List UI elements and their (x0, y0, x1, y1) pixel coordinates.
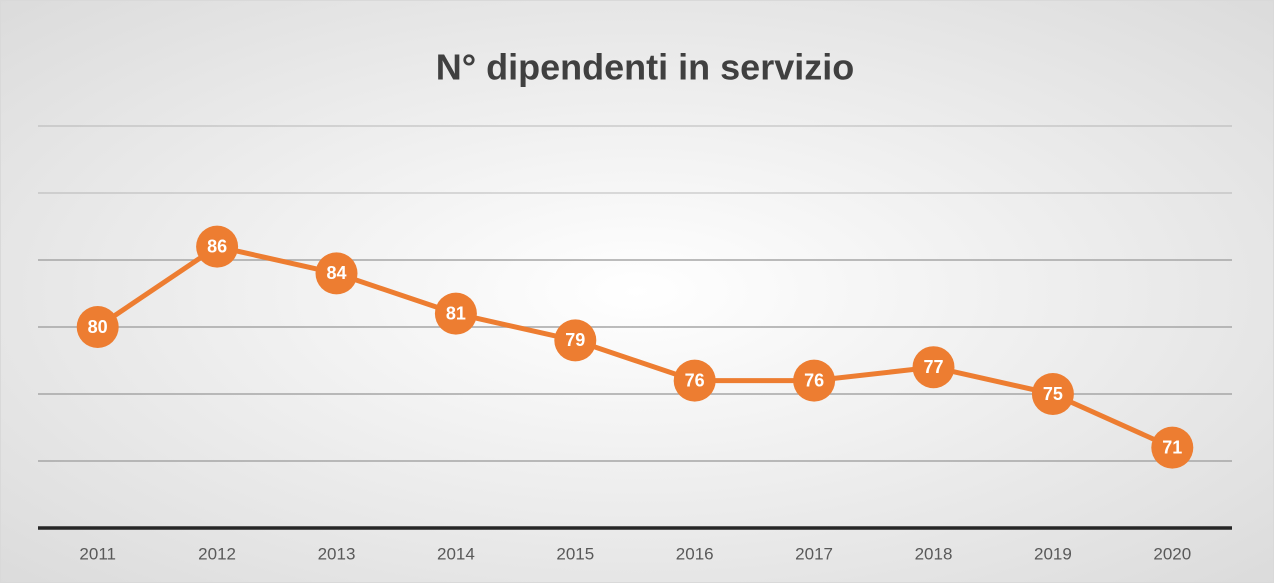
data-label: 80 (88, 317, 108, 337)
data-label: 84 (326, 263, 346, 283)
x-tick-label: 2015 (556, 544, 594, 563)
marker (1031, 373, 1074, 415)
x-tick-label: 2018 (915, 544, 953, 563)
marker (315, 252, 358, 295)
marker (196, 225, 239, 268)
marker (673, 359, 716, 402)
data-label: 77 (923, 357, 943, 377)
x-tick-label: 2020 (1153, 544, 1191, 563)
chart-title: N° dipendenti in servizio (436, 47, 854, 88)
data-label: 76 (804, 370, 824, 390)
x-tick-label: 2017 (795, 544, 833, 563)
data-label: 86 (207, 236, 227, 256)
marker (793, 359, 836, 402)
x-tick-label: 2016 (676, 544, 714, 563)
marker (554, 319, 597, 362)
marker (1151, 426, 1194, 469)
data-label: 71 (1162, 437, 1182, 457)
x-tick-label: 2019 (1034, 544, 1072, 563)
x-tick-label: 2012 (198, 544, 236, 563)
marker (434, 292, 477, 335)
x-tick-label: 2011 (79, 544, 116, 563)
marker (912, 346, 955, 389)
x-tick-label: 2013 (318, 544, 356, 563)
x-tick-label: 2014 (437, 544, 475, 563)
data-label: 79 (565, 330, 585, 350)
data-label: 81 (446, 303, 466, 323)
data-label: 76 (685, 370, 705, 390)
marker (76, 306, 119, 348)
data-label: 75 (1043, 384, 1063, 404)
line (96, 244, 1174, 450)
